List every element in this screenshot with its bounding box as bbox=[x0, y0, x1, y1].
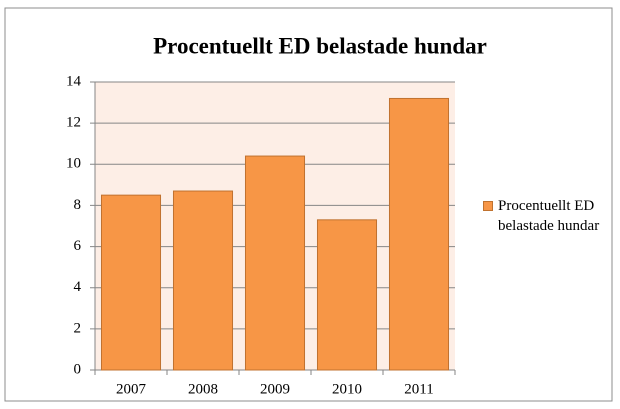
y-tick-label: 10 bbox=[66, 156, 81, 172]
bar bbox=[172, 190, 234, 371]
legend-swatch bbox=[483, 201, 493, 211]
y-tick-label: 0 bbox=[74, 361, 82, 377]
y-tick-label: 12 bbox=[66, 115, 81, 131]
y-tick-label: 4 bbox=[74, 279, 82, 295]
x-tick-label: 2010 bbox=[332, 381, 362, 397]
y-tick-label: 8 bbox=[74, 197, 82, 213]
x-tick-label: 2011 bbox=[404, 381, 433, 397]
bar bbox=[388, 97, 450, 371]
y-tick-label: 6 bbox=[74, 238, 82, 254]
bar bbox=[244, 155, 306, 371]
bar bbox=[100, 194, 162, 371]
y-tick-label: 14 bbox=[66, 73, 82, 89]
x-tick-label: 2007 bbox=[116, 381, 147, 397]
x-tick-label: 2008 bbox=[188, 381, 218, 397]
legend: Procentuellt ED belastade hundar bbox=[483, 196, 608, 236]
x-tick-label: 2009 bbox=[260, 381, 290, 397]
bar bbox=[316, 219, 378, 371]
legend-label: Procentuellt ED belastade hundar bbox=[498, 198, 600, 234]
chart-title: Procentuellt ED belastade hundar bbox=[153, 33, 487, 58]
y-tick-label: 2 bbox=[74, 320, 82, 336]
